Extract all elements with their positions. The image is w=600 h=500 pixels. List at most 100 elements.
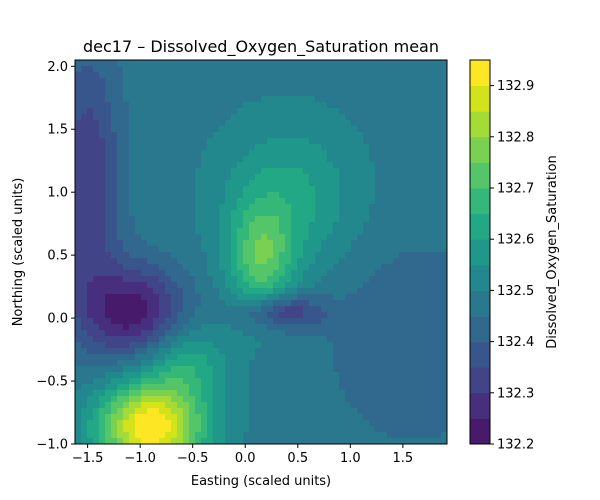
- contour-cell: [261, 288, 268, 295]
- contour-cell: [441, 180, 447, 187]
- contour-cell: [303, 186, 310, 193]
- contour-cell: [333, 204, 340, 211]
- contour-cell: [159, 438, 166, 444]
- contour-cell: [351, 126, 358, 133]
- contour-cell: [267, 276, 274, 283]
- contour-cell: [135, 96, 142, 103]
- contour-cell: [117, 72, 124, 79]
- contour-cell: [315, 240, 322, 247]
- contour-cell: [303, 378, 310, 385]
- contour-cell: [141, 114, 148, 121]
- contour-cell: [345, 414, 352, 421]
- contour-cell: [291, 408, 298, 415]
- contour-cell: [261, 282, 268, 289]
- contour-cell: [159, 84, 166, 91]
- contour-cell: [309, 426, 316, 433]
- contour-cell: [321, 402, 328, 409]
- contour-cell: [309, 84, 316, 91]
- contour-cell: [111, 102, 118, 109]
- contour-cell: [357, 390, 364, 397]
- contour-cell: [81, 180, 88, 187]
- contour-cell: [177, 120, 184, 127]
- contour-cell: [93, 318, 100, 325]
- contour-cell: [363, 276, 370, 283]
- contour-cell: [261, 384, 268, 391]
- contour-cell: [273, 432, 280, 439]
- contour-cell: [387, 120, 394, 127]
- contour-cell: [225, 228, 232, 235]
- contour-cell: [141, 156, 148, 163]
- contour-cell: [135, 294, 142, 301]
- contour-cell: [159, 306, 166, 313]
- contour-cell: [249, 396, 256, 403]
- contour-cell: [411, 396, 418, 403]
- contour-cell: [357, 96, 364, 103]
- contour-cell: [213, 378, 220, 385]
- colorbar: [470, 60, 490, 445]
- contour-cell: [441, 102, 447, 109]
- contour-cell: [183, 318, 190, 325]
- contour-cell: [249, 318, 256, 325]
- contour-cell: [309, 156, 316, 163]
- contour-cell: [159, 372, 166, 379]
- contour-cell: [423, 114, 430, 121]
- contour-cell: [183, 72, 190, 79]
- contour-cell: [231, 198, 238, 205]
- contour-cell: [429, 258, 436, 265]
- contour-cell: [375, 336, 382, 343]
- contour-cell: [177, 252, 184, 259]
- contour-cell: [315, 108, 322, 115]
- contour-cell: [177, 258, 184, 265]
- contour-cell: [123, 150, 130, 157]
- contour-cell: [261, 210, 268, 217]
- contour-cell: [195, 216, 202, 223]
- contour-cell: [327, 198, 334, 205]
- contour-cell: [291, 264, 298, 271]
- contour-cell: [201, 366, 208, 373]
- contour-cell: [297, 348, 304, 355]
- contour-cell: [315, 204, 322, 211]
- contour-cell: [393, 198, 400, 205]
- contour-cell: [243, 156, 250, 163]
- contour-cell: [129, 354, 136, 361]
- contour-cell: [135, 270, 142, 277]
- contour-cell: [279, 342, 286, 349]
- contour-cell: [267, 66, 274, 73]
- contour-cell: [93, 246, 100, 253]
- contour-cell: [399, 210, 406, 217]
- contour-cell: [213, 420, 220, 427]
- contour-cell: [225, 378, 232, 385]
- contour-cell: [309, 414, 316, 421]
- contour-cell: [147, 126, 154, 133]
- contour-cell: [225, 84, 232, 91]
- contour-cell: [243, 144, 250, 151]
- contour-cell: [159, 162, 166, 169]
- contour-cell: [243, 162, 250, 169]
- contour-cell: [441, 336, 447, 343]
- contour-cell: [207, 60, 214, 67]
- contour-cell: [303, 240, 310, 247]
- contour-cell: [171, 300, 178, 307]
- contour-cell: [279, 192, 286, 199]
- contour-cell: [363, 408, 370, 415]
- contour-cell: [159, 72, 166, 79]
- contour-cell: [159, 288, 166, 295]
- contour-cell: [357, 180, 364, 187]
- contour-cell: [129, 294, 136, 301]
- contour-cell: [405, 78, 412, 85]
- contour-cell: [231, 390, 238, 397]
- contour-cell: [411, 204, 418, 211]
- contour-cell: [297, 138, 304, 145]
- contour-cell: [303, 156, 310, 163]
- contour-cell: [297, 420, 304, 427]
- contour-cell: [417, 390, 424, 397]
- contour-cell: [423, 186, 430, 193]
- contour-cell: [201, 348, 208, 355]
- contour-cell: [171, 306, 178, 313]
- contour-cell: [141, 264, 148, 271]
- contour-cell: [249, 84, 256, 91]
- contour-cell: [309, 168, 316, 175]
- contour-cell: [99, 438, 106, 444]
- contour-cell: [369, 66, 376, 73]
- contour-cell: [297, 408, 304, 415]
